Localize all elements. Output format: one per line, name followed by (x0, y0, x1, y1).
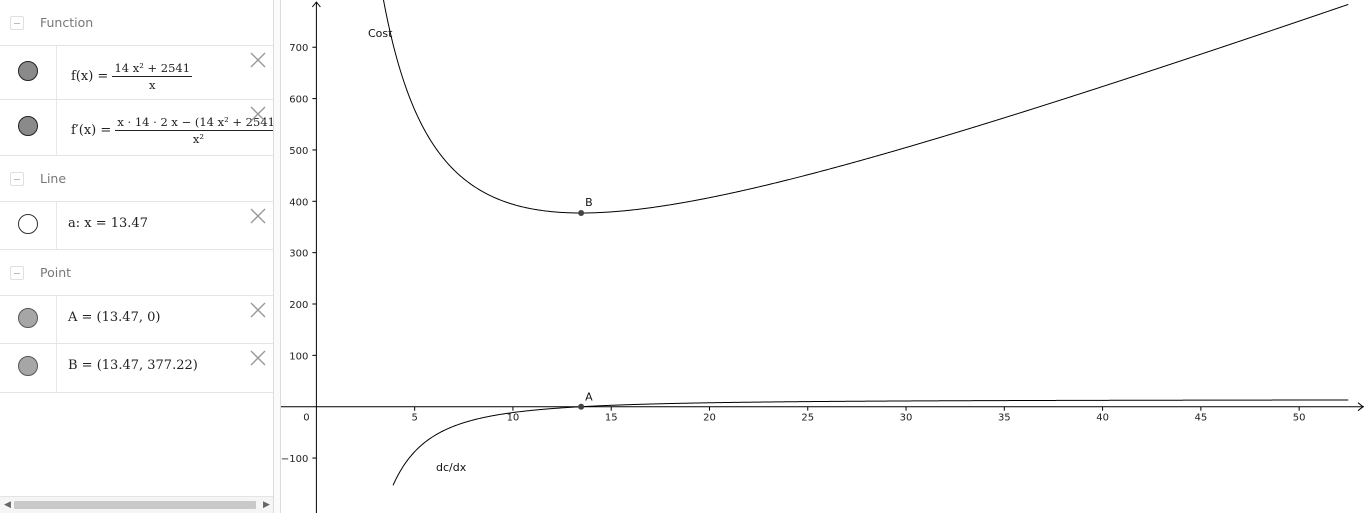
collapse-icon[interactable] (10, 266, 24, 280)
y-axis-arrow (311, 1, 321, 8)
expression-lhs: f(x) = (71, 69, 109, 84)
x-tick-label: 15 (605, 413, 618, 424)
point-b-label: B (585, 196, 593, 209)
x-tick-label: 35 (998, 413, 1011, 424)
category-function[interactable]: Function (0, 0, 273, 46)
algebra-view: Function f(x) = 14 x² + 2541 x f′(x) = x… (0, 0, 282, 513)
fraction-numerator: x · 14 · 2 x − (14 x² + 2541) (115, 115, 282, 131)
point-b[interactable] (578, 209, 585, 216)
close-icon[interactable] (249, 301, 267, 319)
algebra-row-line-a[interactable]: a: x = 13.47 (0, 202, 273, 250)
x-axis-arrow (1357, 402, 1364, 412)
category-label: Line (40, 171, 67, 186)
y-tick-label: 700 (289, 43, 308, 54)
cost-curve[interactable] (382, 0, 1349, 214)
derivative-curve-label: dc/dx (436, 461, 467, 474)
x-tick-label: 0 (303, 413, 309, 424)
expression-line-a[interactable]: a: x = 13.47 (68, 216, 148, 231)
y-tick-label: −100 (281, 454, 308, 465)
category-label: Point (40, 265, 72, 280)
algebra-row-fprime[interactable]: f′(x) = x · 14 · 2 x − (14 x² + 2541) x² (0, 100, 282, 156)
x-tick-label: 45 (1194, 413, 1207, 424)
visibility-toggle[interactable] (18, 214, 38, 234)
x-tick-label: 10 (507, 413, 520, 424)
x-tick-label: 25 (801, 413, 814, 424)
close-icon[interactable] (249, 51, 267, 69)
y-tick-label: 100 (289, 351, 308, 362)
fraction-denominator: x (149, 78, 156, 92)
y-tick-label: 600 (289, 95, 308, 106)
expression-point-b[interactable]: B = (13.47, 377.22) (68, 358, 198, 373)
derivative-curve[interactable] (392, 399, 1349, 486)
collapse-icon[interactable] (10, 172, 24, 186)
scroll-left-icon[interactable]: ◀ (4, 500, 11, 510)
algebra-row-f[interactable]: f(x) = 14 x² + 2541 x (0, 46, 273, 100)
scroll-right-icon[interactable]: ▶ (263, 500, 270, 510)
fraction: x · 14 · 2 x − (14 x² + 2541) x² (115, 115, 282, 146)
fraction-denominator: x² (192, 132, 204, 146)
y-tick-label: 400 (289, 197, 308, 208)
x-tick-label: 20 (703, 413, 716, 424)
category-point[interactable]: Point (0, 250, 273, 296)
visibility-toggle[interactable] (18, 356, 38, 376)
algebra-row-point-a[interactable]: A = (13.47, 0) (0, 296, 273, 344)
visibility-toggle[interactable] (18, 308, 38, 328)
cost-curve-label: Cost (368, 27, 393, 40)
point-a[interactable] (578, 403, 585, 410)
x-tick-label: 50 (1293, 413, 1306, 424)
visibility-toggle[interactable] (18, 116, 38, 136)
close-icon[interactable] (249, 207, 267, 225)
algebra-row-point-b[interactable]: B = (13.47, 377.22) (0, 344, 273, 393)
x-tick-label: 40 (1096, 413, 1109, 424)
close-icon[interactable] (249, 105, 267, 123)
category-label: Function (40, 15, 94, 30)
close-icon[interactable] (249, 349, 267, 367)
collapse-icon[interactable] (10, 16, 24, 30)
y-tick-label: 500 (289, 146, 308, 157)
expression-fprime[interactable]: f′(x) = x · 14 · 2 x − (14 x² + 2541) x² (71, 115, 282, 146)
axes (281, 1, 1364, 513)
x-tick-label: 5 (411, 413, 417, 424)
graphics-view[interactable]: 0 5 10 15 20 25 30 35 40 45 50 700 600 500 400 300 200 10… (281, 0, 1364, 513)
fraction-numerator: 14 x² + 2541 (112, 61, 193, 77)
x-tick-label: 30 (900, 413, 913, 424)
category-line[interactable]: Line (0, 156, 273, 202)
expression-lhs: f′(x) = (71, 123, 112, 138)
axis-ticks: 0 5 10 15 20 25 30 35 40 45 50 700 600 500 400 300 200 10… (281, 43, 1306, 465)
fraction: 14 x² + 2541 x (112, 61, 193, 92)
expression-f[interactable]: f(x) = 14 x² + 2541 x (71, 61, 193, 92)
expression-point-a[interactable]: A = (13.47, 0) (68, 310, 161, 325)
horizontal-scrollbar[interactable]: ◀ ▶ (0, 496, 273, 513)
y-tick-label: 200 (289, 300, 308, 311)
y-tick-label: 300 (289, 249, 308, 260)
panel-divider[interactable] (273, 0, 281, 513)
scrollbar-thumb[interactable] (14, 501, 256, 509)
point-a-label: A (585, 391, 593, 404)
visibility-toggle[interactable] (18, 61, 38, 81)
